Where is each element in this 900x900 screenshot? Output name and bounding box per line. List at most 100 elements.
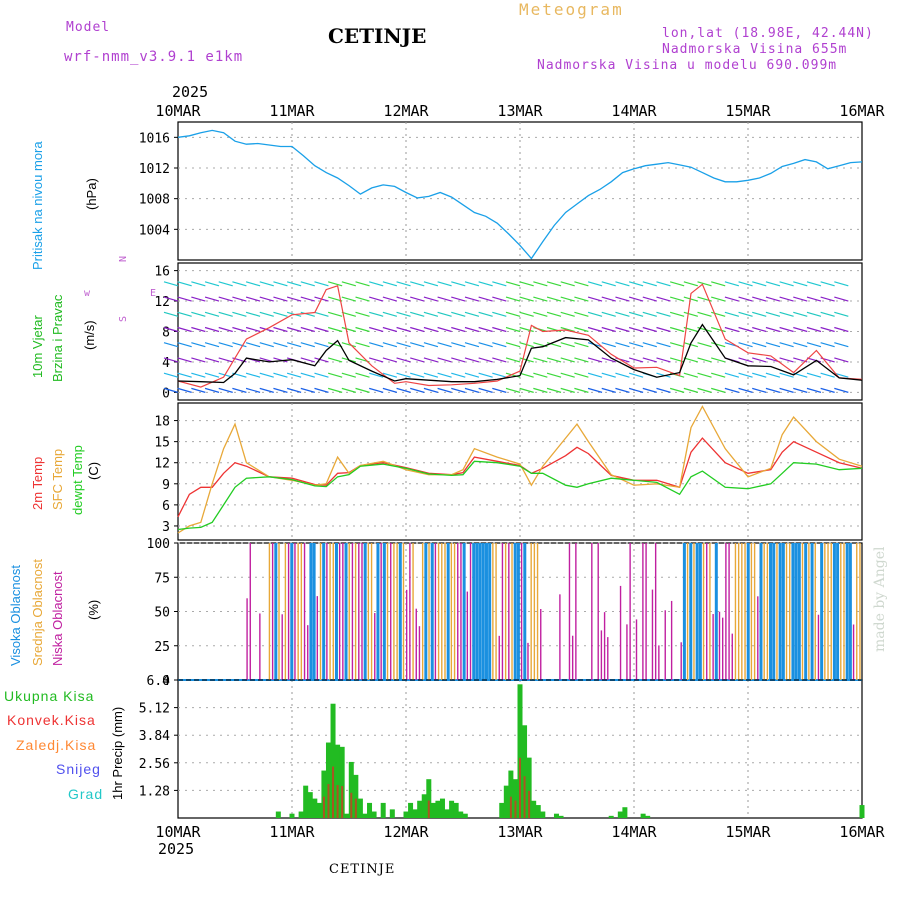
- precip-bar: [553, 813, 559, 818]
- wind-barb: [669, 281, 685, 287]
- precip-bar: [540, 811, 546, 818]
- wind-barb: [273, 387, 288, 393]
- wind-barb: [683, 357, 699, 363]
- wind-barb: [437, 387, 452, 393]
- wind-barb: [656, 342, 671, 348]
- wind-barb: [615, 342, 630, 348]
- wind-barb: [273, 311, 288, 317]
- precip-bar: [330, 703, 336, 818]
- legend-ukupna-kisa: Ukupna Kisa: [4, 688, 95, 704]
- x-tick-label-top: 13MAR: [497, 102, 543, 120]
- temp-tsfc-line: [177, 405, 863, 534]
- wind-barb: [669, 311, 685, 317]
- wind-barb: [546, 372, 562, 378]
- wind-barb: [300, 326, 315, 333]
- wind-barb: [793, 342, 808, 348]
- precip-bar: [426, 779, 432, 818]
- wind-barb: [451, 311, 466, 317]
- precip-convective-bar: [528, 790, 531, 818]
- wind-barb: [765, 342, 781, 348]
- temp-dewpt-line: [177, 460, 863, 531]
- wind-barb: [533, 357, 548, 363]
- wind-barb: [382, 311, 398, 317]
- wind-barb: [492, 311, 507, 317]
- x-tick-label-top: 10MAR: [155, 102, 201, 120]
- wind-barb: [779, 281, 794, 287]
- precip-convective-bar: [336, 785, 339, 818]
- year-bottom: 2025: [158, 840, 195, 858]
- precip-y-tick-label: 1.28: [139, 784, 170, 799]
- wind-barb: [259, 387, 274, 393]
- wind-barb: [369, 281, 384, 287]
- wind-barb: [765, 281, 781, 287]
- wind-barb: [355, 311, 370, 317]
- wind-barb: [259, 281, 274, 287]
- x-tick-label-bottom: 13MAR: [497, 823, 543, 841]
- wind-barb: [806, 372, 822, 378]
- wind-barb: [738, 296, 753, 302]
- wind-barb: [711, 387, 726, 393]
- wind-barb: [683, 387, 699, 393]
- wind-barb: [492, 342, 507, 348]
- wind-barb: [492, 326, 507, 333]
- wind-barb: [232, 281, 247, 287]
- wind-barb: [464, 342, 480, 348]
- wind-barb: [273, 281, 288, 287]
- wind-barb: [245, 311, 261, 317]
- wind-barb: [806, 311, 822, 317]
- wind-barb: [752, 281, 767, 287]
- wind-barb: [724, 387, 740, 393]
- wind-barb: [437, 296, 452, 302]
- wind-barb: [396, 342, 411, 348]
- precip-bar: [439, 798, 445, 818]
- wind-barb: [628, 311, 644, 317]
- wind-barb: [519, 311, 534, 317]
- wind-barb: [177, 326, 192, 333]
- wind-barb: [355, 281, 370, 287]
- wind-barb: [615, 387, 630, 393]
- wind-barb: [492, 387, 507, 393]
- wind-barb: [355, 326, 370, 333]
- precip-bar: [517, 684, 523, 818]
- precip-convective-bar: [519, 757, 521, 818]
- wind-barb: [423, 372, 439, 378]
- precip-bar: [449, 800, 455, 818]
- wind-barb: [286, 281, 302, 287]
- wind-barb: [711, 357, 726, 363]
- precip-bar: [303, 785, 309, 818]
- wind-barb: [724, 281, 740, 287]
- wind-barb: [423, 342, 439, 348]
- wind-barb: [423, 387, 439, 393]
- precip-bar: [462, 813, 468, 818]
- temperature-y-tick-label: 15: [154, 436, 170, 451]
- wind-barb: [656, 326, 671, 333]
- footer-station: CETINJE: [329, 862, 396, 877]
- wind-barb: [697, 387, 712, 393]
- cloud-y-tick-label: 100: [147, 537, 170, 552]
- wind-barb: [628, 372, 644, 378]
- wind-barb: [396, 372, 411, 378]
- compass-e: E: [150, 288, 157, 299]
- precip-bar: [348, 761, 354, 818]
- cloud-y-tick-label: 25: [154, 640, 170, 655]
- wind-barb: [601, 342, 616, 348]
- wind-barb: [492, 281, 507, 287]
- wind-barb: [560, 387, 575, 393]
- wind-barb: [656, 311, 671, 317]
- wind-barb: [464, 296, 480, 302]
- wind-barb: [177, 296, 192, 302]
- wind-barb: [779, 311, 794, 317]
- wind-barb: [834, 326, 849, 333]
- wind-barb: [327, 387, 343, 393]
- precip-convective-bar: [523, 776, 526, 818]
- pressure-y-tick-label: 1016: [139, 131, 170, 146]
- wind-barb: [628, 387, 644, 393]
- wind-barb: [464, 387, 480, 393]
- wind-barb: [628, 281, 644, 287]
- wind-barb: [478, 326, 493, 333]
- wind-barb: [752, 342, 767, 348]
- temperature-y-tick-label: 6: [162, 499, 170, 514]
- wind-barb: [533, 281, 548, 287]
- wind-barb: [724, 326, 740, 333]
- wind-barb: [533, 296, 548, 302]
